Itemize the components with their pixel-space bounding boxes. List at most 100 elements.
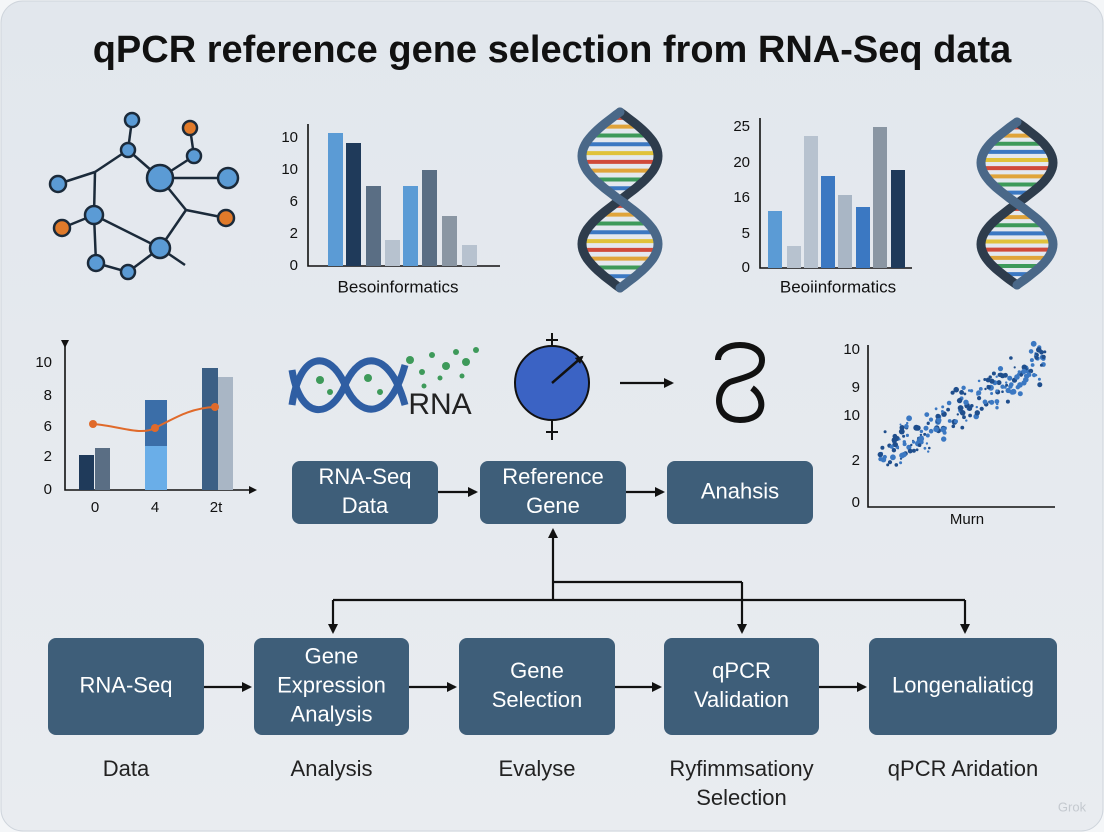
scatter-dot (925, 442, 929, 445)
scatter-dot (902, 452, 905, 455)
scatter-dot (1030, 340, 1037, 347)
scatter-dot (905, 433, 910, 437)
scatter-dot (906, 421, 909, 425)
scatter-dot (1021, 380, 1027, 386)
y-tick-label: 10 (843, 407, 860, 424)
scatter-dot (935, 414, 940, 419)
axis (867, 345, 1055, 508)
scatter-dot (1000, 384, 1005, 389)
flow-caption: qPCR Aridation (888, 756, 1038, 781)
scatter-dot (886, 463, 890, 467)
scatter-dot (954, 419, 958, 424)
scatter-dot (887, 460, 893, 465)
scatter-dot (960, 425, 965, 430)
scatter-dot (1007, 375, 1013, 381)
watermark: Grok (1058, 799, 1087, 814)
scatter-dot (985, 377, 991, 383)
scatter-dot (1019, 374, 1023, 377)
scatter-dot (979, 406, 984, 411)
scatter-dot (941, 436, 947, 442)
dna-strand (976, 117, 1058, 290)
y-tick-label: 8 (44, 387, 52, 404)
scatter-dot (1027, 373, 1032, 377)
scatter-dot (986, 385, 991, 390)
flow-box-label: RNA-Seq (319, 464, 412, 489)
scatter-dot (963, 392, 967, 396)
scatter-dot (962, 415, 966, 420)
scatter-dot (1037, 377, 1041, 381)
scatter-dot (933, 426, 939, 433)
scatter-dot (984, 387, 987, 391)
scatter-dot (996, 402, 999, 406)
rna-label: RNA (408, 388, 471, 421)
scatter-dot (883, 430, 887, 434)
scatter-dot (919, 433, 923, 437)
flow-box-label: qPCR (712, 658, 771, 683)
scatter-dot (967, 389, 971, 392)
scatter-dot (1009, 356, 1013, 360)
scatter-dot (1036, 347, 1042, 353)
y-tick-label: 10 (281, 129, 298, 146)
y-tick-label: 10 (35, 354, 52, 371)
y-tick-label: 0 (44, 481, 52, 498)
scatter-dot (988, 375, 992, 379)
scatter-dot (1003, 372, 1008, 378)
scatter-dot (913, 424, 920, 431)
flow-box (48, 638, 204, 735)
scatter-dot (995, 406, 999, 410)
y-tick-label: 20 (733, 154, 750, 171)
molecule-icon (48, 111, 240, 281)
scatter-dot (941, 405, 945, 409)
scatter-dot (1029, 358, 1034, 363)
scatter-dot (923, 425, 929, 431)
scatter-dot (946, 400, 952, 406)
x-tick-label: 0 (91, 499, 99, 516)
chart-label: Beoiinformatics (780, 277, 896, 296)
scatter-dot (911, 448, 916, 453)
flow-box-label: RNA-Seq (80, 672, 173, 697)
scatter-dot (961, 385, 966, 390)
connectors (204, 487, 970, 692)
rna-icon: RNA (288, 347, 479, 421)
y-tick-label: 6 (44, 418, 52, 435)
flow-box-label: Longenaliaticg (892, 672, 1034, 697)
scatter-dot (898, 428, 905, 435)
y-tick-label: 0 (290, 257, 298, 274)
scatter-dot (926, 421, 930, 425)
flow-box-label: Analysis (291, 701, 373, 726)
x-tick-label: 4 (151, 499, 159, 516)
scatter-dot (924, 412, 930, 417)
scatter-dot (908, 417, 912, 421)
scatter-dot (956, 397, 963, 404)
scatter-dot (1017, 391, 1023, 397)
flow-box (254, 638, 409, 735)
flow-boxes: RNA-Seq Data Reference Gene Anahsis RNA-Seq Da… (48, 461, 1057, 810)
scatter-dot (968, 413, 972, 418)
scatter-dot (906, 444, 912, 450)
flow-box (480, 461, 626, 524)
scatter-dot (991, 371, 996, 376)
scatter-dot (950, 390, 955, 395)
scatter-dot (899, 461, 903, 465)
axis (61, 340, 257, 494)
scatter-dot (1037, 382, 1043, 388)
scatter-dot (1030, 363, 1035, 367)
scatter-dot (923, 446, 927, 450)
scatter-dot (969, 389, 974, 393)
dna-icon (577, 107, 663, 293)
flow-box (667, 461, 813, 524)
scatter-dot (957, 405, 964, 411)
flow-box-label: Gene (510, 658, 564, 683)
scatter-dot (940, 426, 947, 433)
y-tick-label: 9 (852, 379, 860, 396)
scatter-dot (1039, 363, 1043, 367)
scatter-dot (1010, 388, 1017, 395)
scatter-dot (878, 456, 883, 462)
scatter-dot (1028, 369, 1032, 373)
scatter-dot (923, 432, 927, 436)
scatter-dot (1005, 387, 1011, 394)
combo-chart: 10 8 6 2 0 0 4 2t (35, 340, 257, 516)
scatter-dot (919, 429, 924, 434)
dna-strand (577, 107, 663, 293)
